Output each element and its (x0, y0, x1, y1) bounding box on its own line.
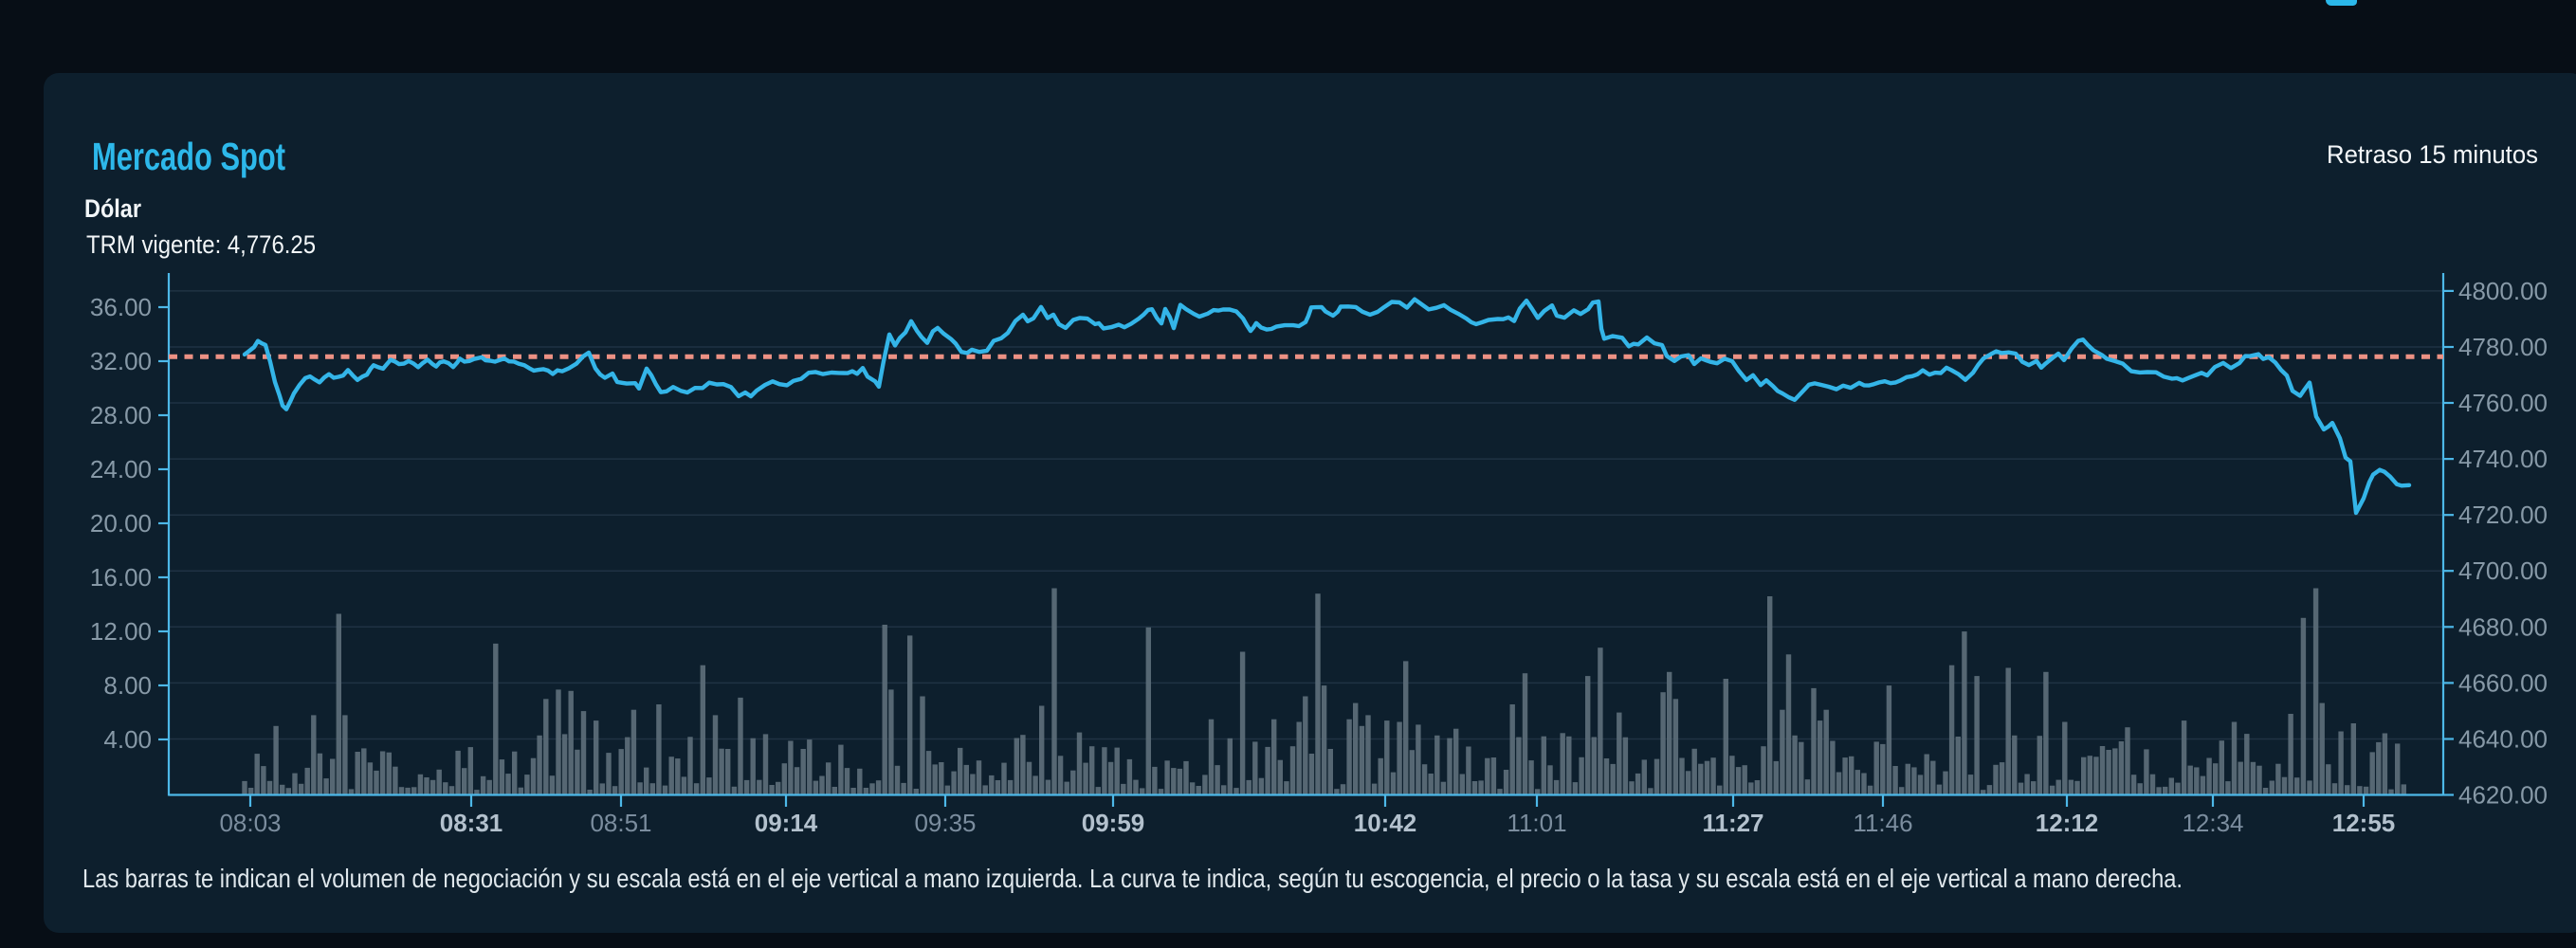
svg-text:36.00: 36.00 (90, 293, 152, 321)
svg-text:10:42: 10:42 (1354, 809, 1417, 837)
svg-text:4740.00: 4740.00 (2458, 445, 2548, 473)
svg-text:11:01: 11:01 (1507, 809, 1566, 837)
svg-text:4680.00: 4680.00 (2458, 612, 2548, 641)
svg-text:Las barras te indican el volum: Las barras te indican el volumen de nego… (82, 864, 2183, 893)
svg-text:4700.00: 4700.00 (2458, 556, 2548, 585)
svg-text:24.00: 24.00 (90, 455, 152, 483)
svg-text:8.00: 8.00 (103, 671, 152, 700)
svg-text:12:34: 12:34 (2182, 809, 2243, 837)
svg-text:11:46: 11:46 (1853, 809, 1912, 837)
svg-text:28.00: 28.00 (90, 401, 152, 429)
svg-text:12:12: 12:12 (2036, 809, 2099, 837)
svg-text:09:35: 09:35 (914, 809, 976, 837)
svg-text:4660.00: 4660.00 (2458, 668, 2548, 697)
svg-text:16.00: 16.00 (90, 563, 152, 592)
svg-text:4800.00: 4800.00 (2458, 277, 2548, 305)
svg-text:4780.00: 4780.00 (2458, 333, 2548, 361)
svg-text:TRM vigente: 4,776.25: TRM vigente: 4,776.25 (86, 230, 316, 259)
svg-text:09:14: 09:14 (755, 809, 818, 837)
svg-text:4640.00: 4640.00 (2458, 725, 2548, 754)
svg-text:32.00: 32.00 (90, 347, 152, 375)
svg-text:Dólar: Dólar (84, 194, 141, 223)
svg-text:09:59: 09:59 (1082, 809, 1145, 837)
svg-text:11:27: 11:27 (1702, 809, 1763, 837)
svg-text:08:51: 08:51 (590, 809, 651, 837)
svg-text:08:03: 08:03 (219, 809, 281, 837)
svg-text:4760.00: 4760.00 (2458, 389, 2548, 417)
svg-text:08:31: 08:31 (440, 809, 503, 837)
svg-text:Retraso 15 minutos: Retraso 15 minutos (2327, 140, 2538, 169)
svg-text:12.00: 12.00 (90, 617, 152, 646)
svg-text:4720.00: 4720.00 (2458, 501, 2548, 529)
svg-text:12:55: 12:55 (2332, 809, 2396, 837)
svg-text:4620.00: 4620.00 (2458, 781, 2548, 810)
svg-text:4.00: 4.00 (103, 725, 152, 754)
svg-text:Mercado Spot: Mercado Spot (92, 135, 285, 178)
svg-text:20.00: 20.00 (90, 509, 152, 538)
